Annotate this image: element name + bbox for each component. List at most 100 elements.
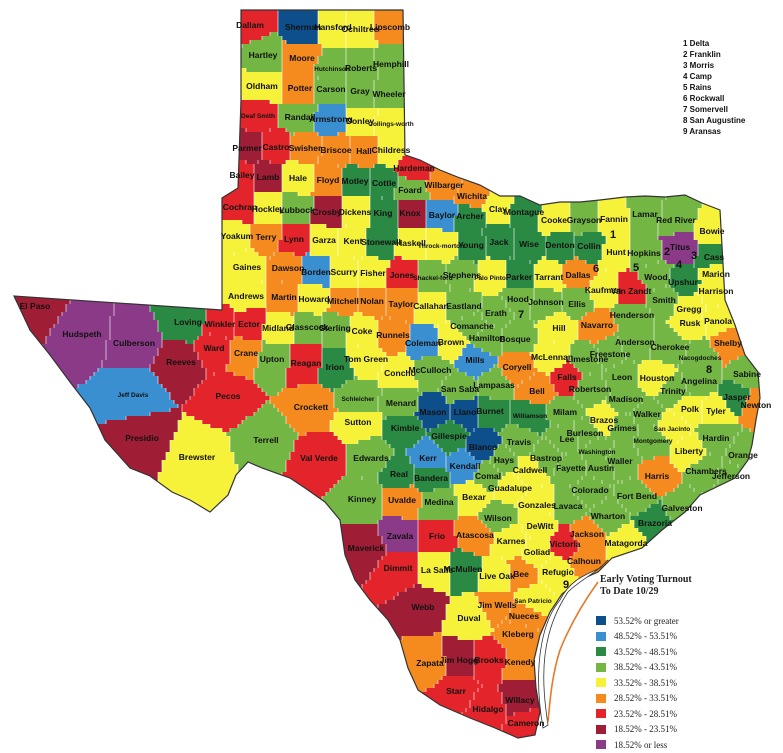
county-label: Walker — [633, 409, 661, 419]
footnote-item: 4 Camp — [683, 72, 712, 81]
county-label: Upshur — [668, 277, 698, 287]
county-label: Uvalde — [388, 495, 416, 505]
county-label: Randall — [285, 112, 316, 122]
county-label: Newton — [741, 400, 772, 410]
county-label: Trinity — [660, 386, 686, 396]
county-label: Guadalupe — [488, 483, 532, 493]
county-label: Tyler — [706, 406, 726, 416]
county-label: Starr — [446, 686, 467, 696]
county-label: Briscoe — [320, 145, 351, 155]
county-label: Crosby — [312, 207, 342, 217]
county-label: Duval — [457, 613, 480, 623]
legend-swatch — [596, 616, 606, 626]
legend: Early Voting Turnout To Date 10/29 53.52… — [596, 574, 756, 753]
county-label: Glasscock — [286, 322, 329, 332]
county-label: Moore — [289, 53, 315, 63]
county-label: Chambers — [685, 466, 727, 476]
county-label: Polk — [681, 404, 699, 414]
county-label: Bailey — [229, 170, 254, 180]
county-label: Upton — [260, 354, 285, 364]
county-label: Childress — [372, 145, 411, 155]
county-label: Bell — [529, 386, 545, 396]
marker-5: 5 — [633, 262, 639, 274]
legend-label: 38.52% - 43.51% — [614, 662, 677, 673]
county-label: King — [374, 208, 393, 218]
county-label: Llano — [454, 407, 477, 417]
county-label: Nueces — [509, 611, 540, 621]
county-label: Dallam — [236, 20, 264, 30]
footnote-item: 3 Morris — [683, 61, 715, 70]
county-label: Frio — [429, 531, 445, 541]
county-label: Victoria — [549, 539, 580, 549]
county-label: Marion — [702, 269, 730, 279]
county-label: Carson — [316, 84, 345, 94]
county-label: Hutchinson — [314, 66, 350, 73]
county-label: Galveston — [661, 503, 702, 513]
county-label: Fayette — [556, 463, 586, 473]
county-label: Coke — [352, 326, 373, 336]
footnote-item: 7 Somervell — [683, 105, 728, 114]
legend-title: Early Voting Turnout To Date 10/29 — [600, 574, 756, 598]
county-label: Montgomery — [634, 438, 673, 445]
county-label: Matagorda — [605, 538, 648, 548]
county-label: Gray — [350, 86, 370, 96]
county-label: Brazoria — [638, 518, 672, 528]
county-label: Jeff Davis — [118, 392, 149, 399]
county-label: Yoakum — [221, 231, 254, 241]
county-label: Dimmit — [384, 563, 413, 573]
county-label: Coleman — [405, 338, 441, 348]
county-label: Rusk — [680, 318, 701, 328]
county-label: Clay — [489, 204, 507, 214]
county-label: Real — [390, 469, 408, 479]
county-label: Karnes — [497, 536, 526, 546]
county-label: Martin — [271, 292, 297, 302]
county-label: Edwards — [353, 453, 389, 463]
legend-item: 18.52% - 23.51% — [596, 722, 756, 738]
county-label: Collings-worth — [368, 121, 414, 128]
county-label: Lubbock — [279, 205, 315, 215]
county-label: Tarrant — [535, 272, 564, 282]
county-label: Smith — [652, 295, 676, 305]
county-label: Andrews — [228, 291, 264, 301]
county-label: Howard — [298, 294, 329, 304]
county-label: Webb — [412, 602, 435, 612]
county-label: Kerr — [419, 453, 437, 463]
padre-island — [538, 559, 609, 729]
county-label: Hardin — [703, 433, 730, 443]
county-label: Cameron — [508, 718, 545, 728]
legend-items: 53.52% or greater 48.52% - 53.51% 43.52% -… — [596, 613, 756, 753]
county-label: Pecos — [215, 391, 240, 401]
county-label: San Saba — [441, 384, 480, 394]
county-label: Hopkins — [627, 248, 661, 258]
county-label: Winkler — [205, 319, 236, 329]
county-label: Kendall — [450, 461, 481, 471]
legend-item: 43.52% - 48.51% — [596, 644, 756, 660]
county-label: Johnson — [528, 297, 563, 307]
county-label: Concho — [384, 368, 416, 378]
marker-9: 9 — [563, 579, 569, 591]
county-label: Lynn — [284, 234, 304, 244]
county-label: Freestone — [590, 349, 631, 359]
county-label: Blanco — [469, 442, 497, 452]
county-label: Brooks — [474, 655, 504, 665]
county-label: Val Verde — [300, 453, 338, 463]
county-label: Burleson — [567, 428, 604, 438]
county-label: Zapata — [416, 658, 444, 668]
county-label: Hill — [552, 323, 565, 333]
county-label: Hamilton — [469, 333, 505, 343]
county-label: Shackel-ford — [413, 275, 452, 282]
county-label: Bowie — [699, 226, 724, 236]
county-label: Scurry — [331, 267, 358, 277]
county-label: Erath — [485, 308, 507, 318]
county-label: Haskell — [396, 238, 426, 248]
county-label: Cooke — [541, 215, 567, 225]
county-label: Presidio — [125, 433, 159, 443]
county-label: Ellis — [568, 299, 586, 309]
county-label: Culberson — [113, 338, 155, 348]
county-label: Shelby — [714, 338, 742, 348]
county-label: Jasper — [723, 392, 751, 402]
county-label: Austin — [588, 463, 614, 473]
county-label: Jackson — [570, 529, 604, 539]
county-label: Limestone — [566, 354, 609, 364]
county-label: Menard — [386, 398, 416, 408]
